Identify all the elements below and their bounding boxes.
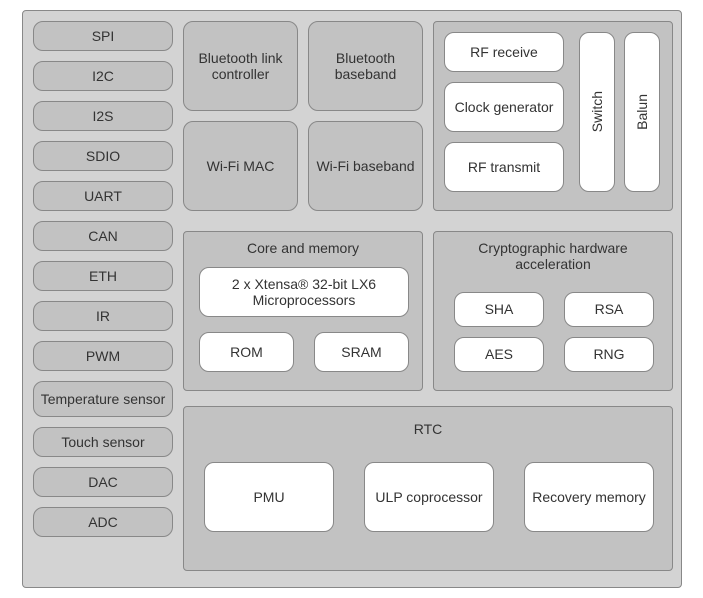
crypto-label: RNG bbox=[593, 346, 624, 362]
rf-box-rf_transmit: RF transmit bbox=[444, 142, 564, 192]
crypto-label: SHA bbox=[485, 301, 514, 317]
peripheral-label: Temperature sensor bbox=[41, 391, 166, 407]
peripheral-box: Touch sensor bbox=[33, 427, 173, 457]
peripheral-label: I2S bbox=[92, 108, 113, 124]
core_memory-label: 2 x Xtensa® 32-bit LX6 Microprocessors bbox=[204, 276, 404, 308]
wireless-box-wifi_baseband: Wi-Fi baseband bbox=[308, 121, 423, 211]
core_memory-box-rom: ROM bbox=[199, 332, 294, 372]
core-memory-panel: Core and memory 2 x Xtensa® 32-bit LX6 M… bbox=[183, 231, 423, 391]
wireless-label: Bluetooth link controller bbox=[188, 50, 293, 82]
wireless-label: Wi-Fi baseband bbox=[316, 158, 414, 174]
peripheral-box: Temperature sensor bbox=[33, 381, 173, 417]
rtc-box-ulp: ULP coprocessor bbox=[364, 462, 494, 532]
peripheral-label: Touch sensor bbox=[61, 434, 144, 450]
rf-label: RF receive bbox=[470, 44, 538, 60]
outer-frame: SPI I2C I2S SDIO UART CAN ETH IR PWM Temperature … bbox=[22, 10, 682, 588]
peripheral-box: SPI bbox=[33, 21, 173, 51]
crypto-title: Cryptographic hardware acceleration bbox=[434, 240, 672, 272]
peripheral-label: DAC bbox=[88, 474, 118, 490]
rf-label: RF transmit bbox=[468, 159, 540, 175]
wireless-box-bt_baseband: Bluetooth baseband bbox=[308, 21, 423, 111]
peripheral-box: SDIO bbox=[33, 141, 173, 171]
rf-box-balun: Balun bbox=[624, 32, 660, 192]
rf-box-clock_gen: Clock generator bbox=[444, 82, 564, 132]
wireless-label: Bluetooth baseband bbox=[313, 50, 418, 82]
rf-box-rf_receive: RF receive bbox=[444, 32, 564, 72]
rf-label: Switch bbox=[589, 91, 605, 132]
crypto-label: AES bbox=[485, 346, 513, 362]
peripheral-label: ETH bbox=[89, 268, 117, 284]
peripheral-box: DAC bbox=[33, 467, 173, 497]
peripheral-box: I2S bbox=[33, 101, 173, 131]
rtc-title: RTC bbox=[184, 421, 672, 437]
peripheral-label: SPI bbox=[92, 28, 115, 44]
peripheral-label: IR bbox=[96, 308, 110, 324]
rf-label: Clock generator bbox=[455, 99, 554, 115]
crypto-panel: Cryptographic hardware acceleration SHA R… bbox=[433, 231, 673, 391]
peripheral-label: PWM bbox=[86, 348, 120, 364]
crypto-box-sha: SHA bbox=[454, 292, 544, 327]
peripheral-label: ADC bbox=[88, 514, 118, 530]
rtc-box-recovery: Recovery memory bbox=[524, 462, 654, 532]
peripheral-label: SDIO bbox=[86, 148, 120, 164]
core_memory-label: ROM bbox=[230, 344, 263, 360]
rtc-label: ULP coprocessor bbox=[375, 489, 482, 505]
rtc-box-pmu: PMU bbox=[204, 462, 334, 532]
crypto-box-aes: AES bbox=[454, 337, 544, 372]
wireless-box-wifi_mac: Wi-Fi MAC bbox=[183, 121, 298, 211]
peripheral-box: UART bbox=[33, 181, 173, 211]
peripheral-box: ETH bbox=[33, 261, 173, 291]
peripheral-box: IR bbox=[33, 301, 173, 331]
peripheral-box: PWM bbox=[33, 341, 173, 371]
wireless-box-bt_link: Bluetooth link controller bbox=[183, 21, 298, 111]
rtc-label: Recovery memory bbox=[532, 489, 646, 505]
crypto-box-rsa: RSA bbox=[564, 292, 654, 327]
core_memory-label: SRAM bbox=[341, 344, 381, 360]
crypto-box-rng: RNG bbox=[564, 337, 654, 372]
peripheral-label: I2C bbox=[92, 68, 114, 84]
crypto-label: RSA bbox=[595, 301, 624, 317]
rtc-panel: RTC PMU ULP coprocessor Recovery memory bbox=[183, 406, 673, 571]
peripheral-box: I2C bbox=[33, 61, 173, 91]
rf-label: Balun bbox=[634, 94, 650, 130]
rtc-label: PMU bbox=[253, 489, 284, 505]
peripheral-box: CAN bbox=[33, 221, 173, 251]
wireless-label: Wi-Fi MAC bbox=[207, 158, 275, 174]
peripheral-label: CAN bbox=[88, 228, 118, 244]
peripheral-label: UART bbox=[84, 188, 122, 204]
core-memory-title: Core and memory bbox=[184, 240, 422, 256]
rf-panel: RF receive Clock generator RF transmit Swit… bbox=[433, 21, 673, 211]
core_memory-box-sram: SRAM bbox=[314, 332, 409, 372]
core_memory-box-cpu: 2 x Xtensa® 32-bit LX6 Microprocessors bbox=[199, 267, 409, 317]
peripheral-box: ADC bbox=[33, 507, 173, 537]
rf-box-switch: Switch bbox=[579, 32, 615, 192]
